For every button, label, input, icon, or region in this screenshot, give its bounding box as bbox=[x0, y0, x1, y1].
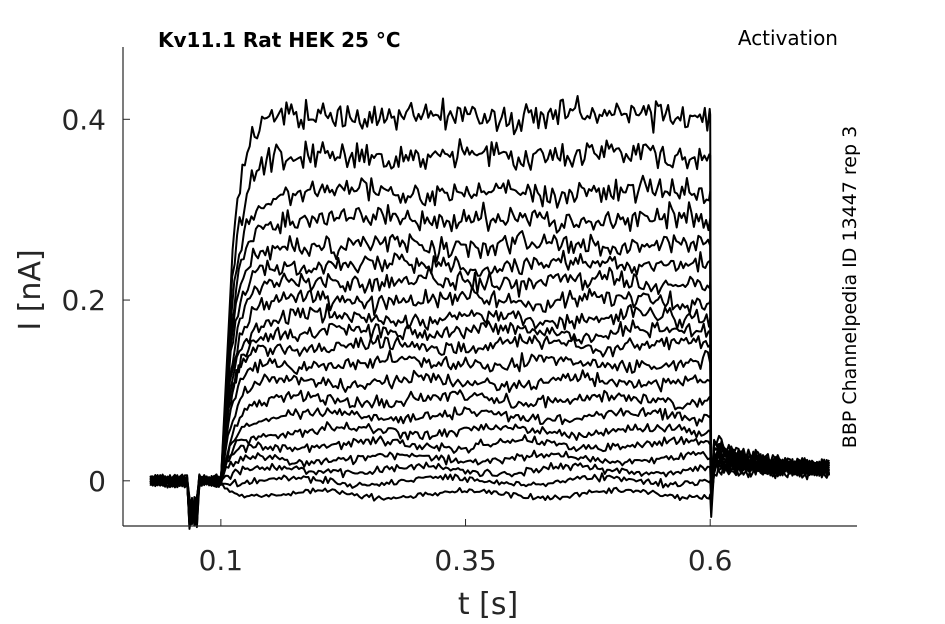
current-trace bbox=[149, 406, 831, 527]
source-note: BBP Channelpedia ID 13447 rep 3 bbox=[839, 126, 861, 448]
y-axis-label: I [nA] bbox=[13, 249, 48, 330]
current-trace bbox=[149, 95, 830, 519]
x-tick-label: 0.1 bbox=[199, 544, 244, 577]
y-tick-label: 0.2 bbox=[61, 284, 106, 317]
x-tick-label: 0.35 bbox=[434, 544, 496, 577]
x-axis-label: t [s] bbox=[458, 587, 518, 622]
current-trace bbox=[150, 249, 831, 529]
current-trace bbox=[150, 319, 831, 519]
current-trace bbox=[149, 389, 831, 517]
current-traces bbox=[149, 95, 831, 530]
current-trace bbox=[149, 460, 830, 525]
plot-area: 0.1 0.35 0.6 0 0.2 0.4 bbox=[61, 47, 857, 577]
current-trace bbox=[149, 138, 830, 524]
current-trace bbox=[149, 285, 831, 530]
x-ticks: 0.1 0.35 0.6 bbox=[199, 519, 733, 577]
current-trace bbox=[149, 458, 830, 525]
y-ticks: 0 0.2 0.4 bbox=[61, 103, 130, 498]
current-trace bbox=[149, 266, 830, 519]
y-tick-label: 0 bbox=[88, 465, 106, 498]
x-tick-label: 0.6 bbox=[688, 544, 733, 577]
chart-title: Kv11.1 Rat HEK 25 °C bbox=[158, 28, 401, 52]
chart-subtitle: Activation bbox=[738, 26, 838, 50]
y-tick-label: 0.4 bbox=[61, 103, 106, 136]
current-trace bbox=[149, 349, 831, 529]
